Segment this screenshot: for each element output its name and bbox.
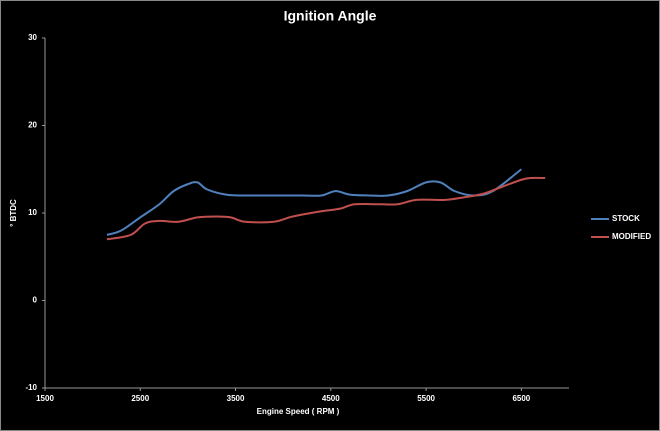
y-tick-label: 10 (28, 208, 37, 217)
y-tick-label: 0 (33, 296, 38, 305)
x-axis-label: Engine Speed ( RPM ) (257, 407, 340, 416)
x-tick-label: 4500 (322, 394, 340, 403)
x-tick-label: 3500 (227, 394, 245, 403)
y-tick-label: 20 (28, 121, 37, 130)
legend-label: MODIFIED (612, 232, 651, 241)
x-tick-label: 1500 (36, 394, 54, 403)
line (106, 176, 546, 241)
chart-title: Ignition Angle (284, 8, 377, 24)
y-axis-label: ° BTDC (9, 199, 18, 227)
y-tick-label: 30 (28, 33, 37, 42)
legend-label: STOCK (612, 214, 640, 223)
line (106, 168, 522, 236)
x-tick-label: 5500 (417, 394, 435, 403)
y-tick-label: -10 (25, 383, 37, 392)
x-tick-label: 2500 (131, 394, 149, 403)
x-tick-label: 6500 (512, 394, 530, 403)
